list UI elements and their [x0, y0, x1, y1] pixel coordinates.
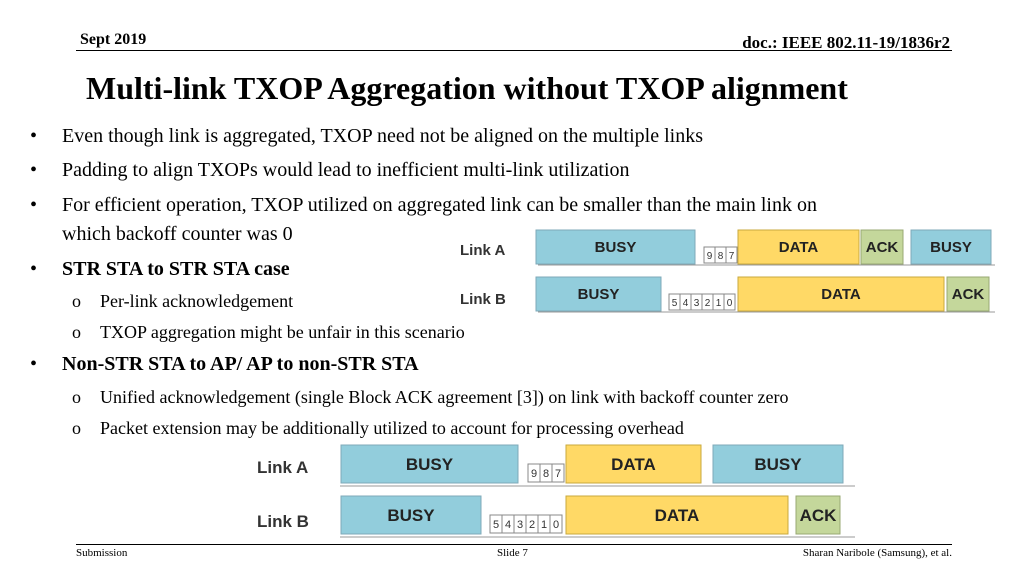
svg-text:0: 0 [553, 519, 559, 531]
link-a-busy-label-4: BUSY [754, 455, 802, 474]
svg-text:2: 2 [705, 298, 711, 309]
svg-text:8: 8 [718, 251, 724, 262]
link-a-busy-block-3 [340, 444, 519, 484]
svg-text:8: 8 [543, 468, 549, 480]
sub-bullet-unified-ack: o Unified acknowledgement (single Block A… [72, 387, 789, 407]
svg-text:5: 5 [672, 298, 678, 309]
link-b-busy-label: BUSY [578, 286, 620, 303]
link-b-busy-block-2 [340, 495, 482, 535]
link-b-data-block-2 [565, 495, 789, 535]
link-a-busy-block-4 [712, 444, 844, 484]
link-b-label-2: Link B [257, 512, 309, 531]
link-b-busy-block [535, 276, 662, 312]
link-a-busy-block [535, 229, 696, 265]
bullet-2: • Padding to align TXOPs would lead to in… [30, 159, 630, 181]
svg-text:9: 9 [707, 251, 713, 262]
svg-text:3: 3 [517, 519, 523, 531]
link-b-data-block [737, 276, 945, 312]
svg-text:1: 1 [716, 298, 722, 309]
link-a-busy-label-3: BUSY [406, 455, 454, 474]
footer-submission: Submission [76, 547, 128, 559]
link-b-backoff-counter: 5 4 3 2 1 0 [668, 293, 736, 311]
svg-text:2: 2 [529, 519, 535, 531]
svg-text:7: 7 [555, 468, 561, 480]
link-a-label-2: Link A [257, 458, 308, 477]
link-a-data-label: DATA [779, 239, 819, 256]
link-a-label: Link A [460, 242, 505, 259]
link-a-ack-block [860, 229, 904, 265]
link-a-backoff-counter-2: 9 8 7 [527, 463, 565, 483]
link-a-busy-label: BUSY [595, 239, 637, 256]
svg-text:4: 4 [683, 298, 689, 309]
footer-divider [76, 544, 952, 545]
header-divider [76, 50, 952, 51]
sub-bullet-per-link-ack: o Per-link acknowledgement [72, 291, 294, 311]
sub-bullet-packet-ext: o Packet extension may be additionally ut… [72, 418, 684, 438]
link-a-data-block [737, 229, 860, 265]
svg-text:7: 7 [729, 251, 735, 262]
link-b-busy-label-2: BUSY [387, 506, 435, 525]
bullet-1: • Even though link is aggregated, TXOP ne… [30, 125, 703, 147]
link-b-data-label-2: DATA [655, 506, 700, 525]
link-a-data-label-2: DATA [611, 455, 656, 474]
svg-text:9: 9 [531, 468, 537, 480]
link-b-label: Link B [460, 291, 506, 308]
svg-text:5: 5 [493, 519, 499, 531]
bullet-non-str-case: • Non-STR STA to AP/ AP to non-STR STA [30, 353, 419, 375]
bullet-3-cont: which backoff counter was 0 [62, 223, 293, 245]
footer-author: Sharan Naribole (Samsung), et al. [802, 547, 952, 559]
link-b-ack-block [946, 276, 990, 312]
link-a-data-block-2 [565, 444, 702, 484]
svg-text:1: 1 [541, 519, 547, 531]
sub-bullet-unfair: o TXOP aggregation might be unfair in thi… [72, 322, 465, 342]
svg-text:4: 4 [505, 519, 511, 531]
link-a-backoff-counter: 9 8 7 [703, 246, 738, 264]
link-b-ack-label-2: ACK [800, 506, 838, 525]
link-b-ack-label: ACK [952, 286, 985, 303]
link-b-ack-block-2 [795, 495, 841, 535]
svg-text:3: 3 [694, 298, 700, 309]
non-str-timing-diagram: Link A Link B BUSY 9 8 7 DATA BUSY BUSY … [257, 444, 855, 538]
str-timing-diagram: Link A Link B BUSY 9 8 7 DATA ACK BUSY B… [460, 229, 995, 313]
slide-title: Multi-link TXOP Aggregation without TXOP… [86, 70, 848, 106]
header-date: Sept 2019 [80, 31, 147, 48]
link-b-backoff-counter-2: 5 4 3 2 1 0 [489, 514, 563, 534]
bullet-3: • For efficient operation, TXOP utilized … [30, 194, 817, 216]
link-a-ack-label: ACK [866, 239, 899, 256]
svg-text:0: 0 [727, 298, 733, 309]
link-a-busy-label-2: BUSY [930, 239, 972, 256]
bullet-str-case: • STR STA to STR STA case [30, 258, 290, 280]
link-a-busy-block-2 [910, 229, 992, 265]
link-b-data-label: DATA [821, 286, 861, 303]
header-doc-id: doc.: IEEE 802.11-19/1836r2 [742, 33, 950, 52]
footer-slide-number: Slide 7 [497, 547, 528, 559]
